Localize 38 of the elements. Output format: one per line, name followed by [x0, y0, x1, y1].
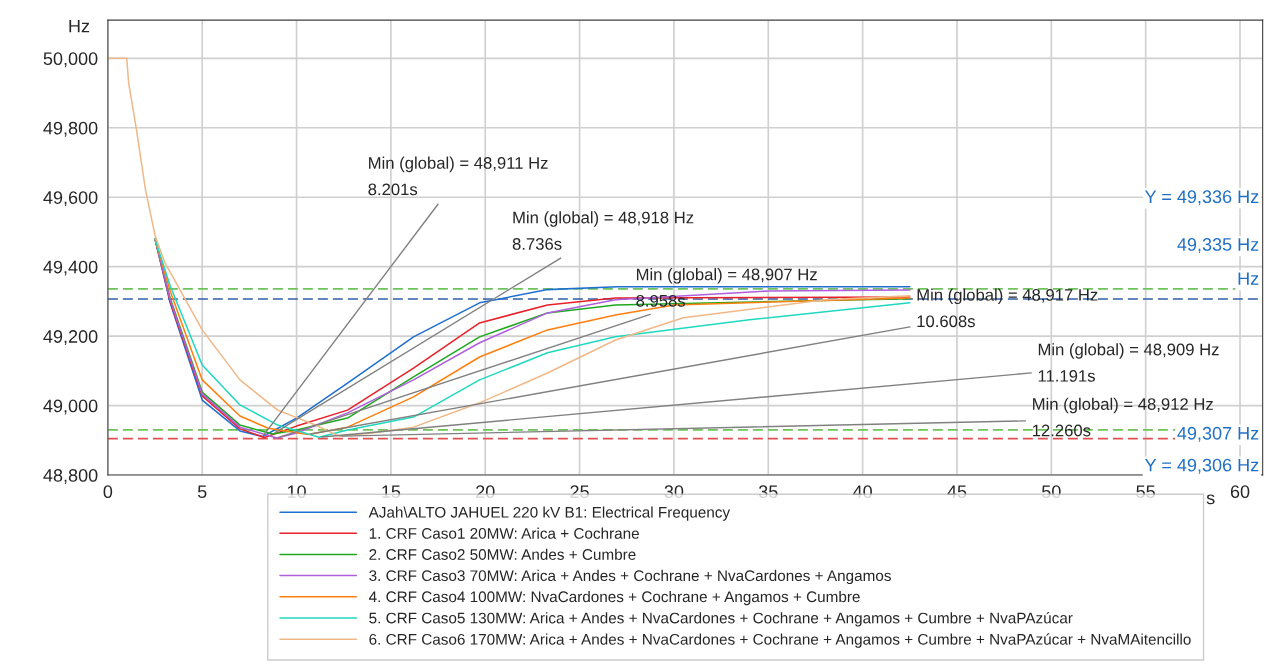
annotation: 49,307 Hz	[1177, 426, 1259, 442]
y-axis-title: Hz	[69, 19, 90, 33]
annotation: Min (global) = 48,909 Hz 11.191s	[1038, 343, 1219, 382]
legend-label: AJah\ALTO JAHUEL 220 kV B1: Electrical Frequency	[368, 506, 731, 521]
x-tick-label: 10	[287, 485, 306, 499]
y-tick-label: 49,600	[43, 191, 98, 207]
x-tick-label: 35	[758, 485, 778, 499]
x-tick-label: 25	[570, 485, 589, 499]
annotation: Min (global) = 48,911 Hz 8.201s	[368, 156, 548, 196]
x-tick-label: 0	[103, 485, 113, 499]
annotation: Y = 49,306 Hz	[1144, 458, 1259, 474]
y-tick-label: 49,800	[43, 121, 98, 137]
legend-label: 5. CRF Caso5 130MW: Arica + Andes + NvaCardones + Cochrane + Angamos + Cumbre + NvaPAzúcar	[369, 612, 1073, 627]
y-tick-label: 49,200	[43, 330, 98, 346]
x-tick-label: 15	[382, 485, 401, 499]
y-tick-label: 49,000	[43, 399, 98, 415]
y-tick-label: 49,400	[43, 260, 98, 276]
x-tick-label: 45	[947, 485, 967, 499]
legend-label: 3. CRF Caso3 70MW: Arica + Andes + Cochrane + NvaCardones + Angamos	[369, 569, 891, 585]
x-tick-label: 30	[664, 485, 684, 499]
annotation: Min (global) = 48,918 Hz 8.736s	[512, 211, 694, 250]
x-tick-label: 5	[197, 485, 207, 499]
x-tick-label: 40	[853, 485, 872, 499]
x-tick-label: 55	[1136, 485, 1155, 499]
legend-label: 6. CRF Caso6 170MW: Arica + Andes + NvaCardones + Cochrane + Angamos + Cumbre + NvaPAzúcar + NvaMAitencillo	[369, 633, 1191, 648]
annotation: Hz	[1238, 272, 1259, 285]
annotation: Y = 49,336 Hz	[1144, 190, 1259, 206]
legend-label: 1. CRF Caso1 20MW: Arica + Cochrane	[369, 527, 639, 539]
y-tick-label: 48,800	[43, 469, 98, 484]
x-tick-label: 20	[476, 485, 495, 499]
annotation: 49,335 Hz	[1177, 238, 1259, 253]
y-tick-label: 50,000	[43, 52, 98, 68]
legend-label: 4. CRF Caso4 100MW: NvaCardones + Cochrane + Angamos + Cumbre	[368, 590, 860, 606]
legend-label: 2. CRF Caso2 50MW: Andes + Cumbre	[369, 548, 636, 560]
x-tick-label: 60	[1230, 485, 1250, 499]
x-axis-title: s	[1206, 494, 1215, 505]
line-series	[107, 57, 911, 437]
x-tick-label: 50	[1042, 485, 1061, 499]
